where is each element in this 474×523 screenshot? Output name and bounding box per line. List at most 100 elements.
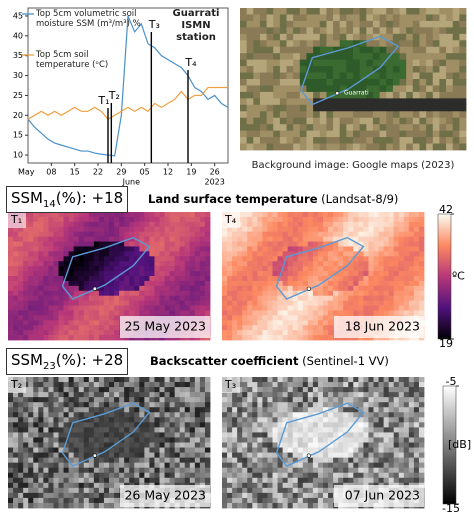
image-pixel bbox=[28, 300, 34, 306]
image-pixel bbox=[328, 492, 334, 499]
image-pixel bbox=[439, 46, 447, 54]
image-pixel bbox=[323, 472, 329, 479]
image-pixel bbox=[98, 422, 105, 428]
image-pixel bbox=[353, 387, 359, 393]
image-pixel bbox=[267, 392, 273, 398]
image-pixel bbox=[459, 27, 467, 35]
image-pixel bbox=[399, 98, 407, 106]
image-pixel bbox=[267, 315, 273, 321]
image-pixel bbox=[48, 256, 54, 262]
image-pixel bbox=[119, 467, 125, 474]
image-pixel bbox=[286, 72, 294, 80]
image-pixel bbox=[204, 231, 211, 238]
image-pixel bbox=[312, 295, 319, 302]
image-pixel bbox=[253, 91, 261, 99]
image-pixel bbox=[333, 266, 339, 272]
image-pixel bbox=[48, 261, 54, 267]
image-pixel bbox=[348, 290, 354, 297]
image-pixel bbox=[247, 276, 253, 282]
image-pixel bbox=[179, 271, 186, 277]
image-pixel bbox=[33, 432, 39, 438]
image-pixel bbox=[237, 487, 243, 494]
image-pixel bbox=[88, 276, 95, 282]
image-pixel bbox=[73, 377, 80, 383]
image-pixel bbox=[38, 482, 44, 489]
image-pixel bbox=[23, 251, 29, 257]
image-pixel bbox=[293, 8, 301, 15]
image-pixel bbox=[13, 452, 19, 459]
image-pixel bbox=[426, 20, 434, 28]
image-pixel bbox=[33, 216, 39, 223]
image-pixel bbox=[392, 8, 400, 15]
image-pixel bbox=[114, 427, 120, 433]
image-pixel bbox=[63, 397, 69, 403]
image-pixel bbox=[372, 85, 380, 93]
image-pixel bbox=[109, 271, 115, 277]
image-pixel bbox=[368, 387, 374, 393]
image-pixel bbox=[159, 477, 165, 484]
image-pixel bbox=[333, 422, 339, 428]
image-pixel bbox=[63, 305, 69, 311]
image-pixel bbox=[328, 266, 334, 272]
image-pixel bbox=[359, 53, 367, 61]
image-pixel bbox=[227, 447, 233, 453]
image-pixel bbox=[459, 98, 467, 106]
image-pixel bbox=[93, 442, 100, 448]
image-pixel bbox=[189, 256, 196, 262]
image-pixel bbox=[174, 407, 181, 413]
image-pixel bbox=[154, 241, 160, 247]
image-pixel bbox=[114, 467, 120, 474]
image-pixel bbox=[8, 285, 14, 292]
image-pixel bbox=[93, 432, 100, 438]
image-pixel bbox=[28, 427, 34, 433]
image-pixel bbox=[302, 335, 309, 341]
image-pixel bbox=[103, 452, 110, 459]
image-pixel bbox=[227, 246, 233, 252]
image-pixel bbox=[368, 377, 374, 383]
image-pixel bbox=[103, 261, 110, 267]
image-pixel bbox=[83, 216, 90, 223]
image-pixel bbox=[114, 482, 120, 489]
image-pixel bbox=[33, 246, 39, 252]
image-pixel bbox=[379, 117, 387, 125]
image-pixel bbox=[418, 422, 425, 428]
image-pixel bbox=[103, 477, 110, 484]
image-pixel bbox=[439, 72, 447, 80]
image-pixel bbox=[323, 295, 329, 302]
image-pixel bbox=[63, 226, 69, 233]
image-pixel bbox=[266, 20, 274, 28]
image-pixel bbox=[333, 79, 341, 86]
image-pixel bbox=[292, 276, 299, 282]
image-pixel bbox=[63, 295, 69, 302]
image-pixel bbox=[326, 20, 334, 28]
image-pixel bbox=[33, 472, 39, 479]
panel-tag: T₂ bbox=[10, 378, 22, 391]
image-pixel bbox=[343, 417, 349, 423]
image-pixel bbox=[28, 226, 34, 233]
image-pixel bbox=[378, 382, 384, 388]
image-pixel bbox=[446, 124, 454, 132]
image-pixel bbox=[398, 427, 405, 433]
image-pixel bbox=[279, 14, 287, 22]
image-pixel bbox=[222, 320, 228, 326]
image-pixel bbox=[227, 236, 233, 242]
image-pixel bbox=[184, 231, 191, 238]
image-pixel bbox=[328, 417, 334, 423]
image-pixel bbox=[53, 377, 59, 383]
image-pixel bbox=[418, 437, 425, 443]
image-pixel bbox=[388, 382, 395, 388]
image-pixel bbox=[257, 261, 263, 267]
image-pixel bbox=[257, 236, 263, 242]
image-pixel bbox=[418, 226, 425, 233]
image-pixel bbox=[38, 382, 44, 388]
image-pixel bbox=[73, 437, 80, 443]
image-pixel bbox=[252, 335, 258, 341]
image-pixel bbox=[93, 447, 100, 453]
image-pixel bbox=[312, 407, 319, 413]
image-pixel bbox=[302, 261, 309, 267]
image-pixel bbox=[383, 295, 390, 302]
image-pixel bbox=[144, 397, 150, 403]
image-pixel bbox=[232, 241, 238, 247]
image-pixel bbox=[413, 382, 420, 388]
image-pixel bbox=[297, 412, 304, 418]
